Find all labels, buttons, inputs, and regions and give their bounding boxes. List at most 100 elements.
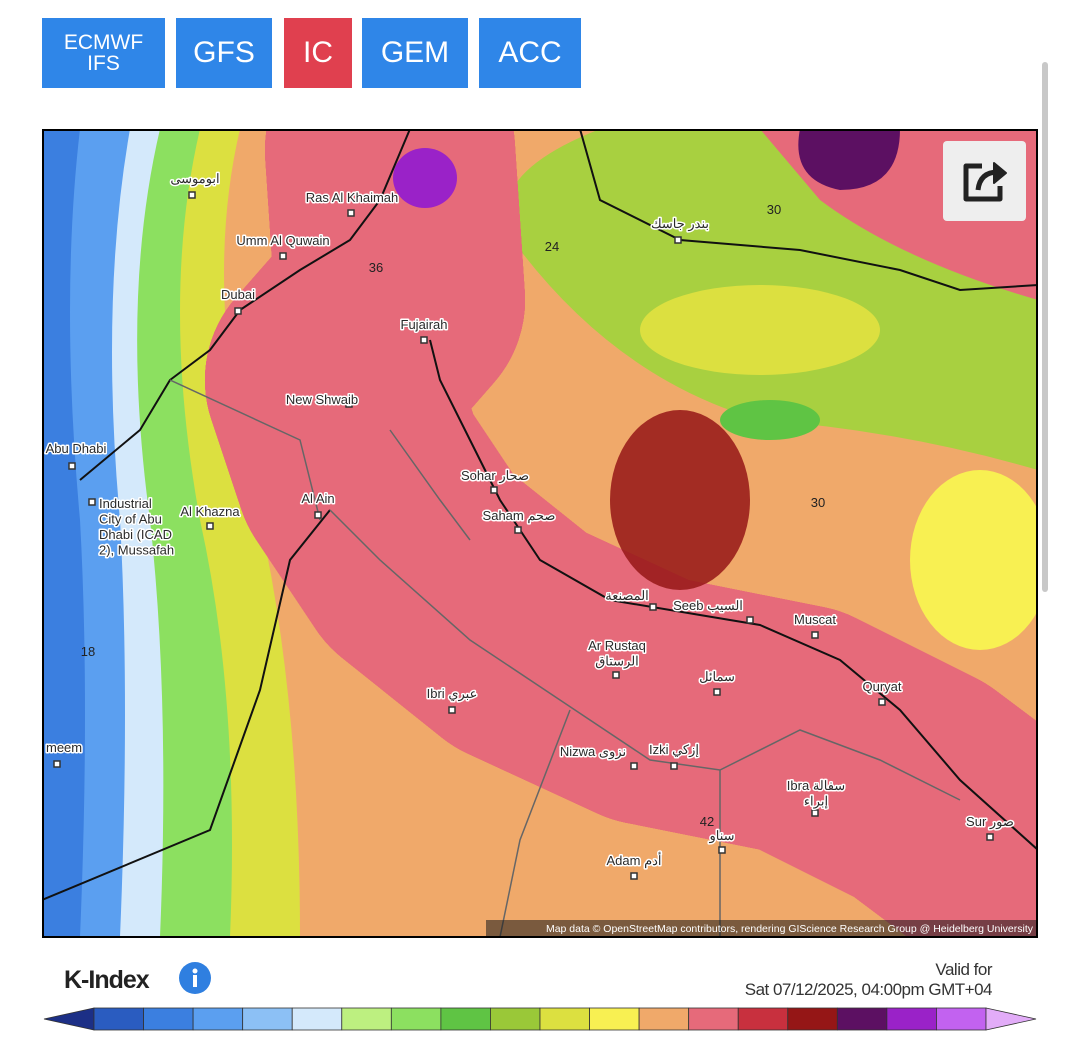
place-marker	[811, 809, 819, 817]
share-button[interactable]	[943, 141, 1026, 221]
model-tab[interactable]: GEM	[362, 18, 468, 88]
place-label: City of Abu	[99, 512, 162, 527]
place-label: New Shwaib	[286, 392, 358, 407]
place-label: Ras Al Khaimah	[306, 190, 399, 205]
place-label: Sur صور	[966, 814, 1014, 830]
color-swatch	[638, 1007, 690, 1031]
place-label: Umm Al Quwain	[236, 233, 329, 248]
attribution: Map data © OpenStreetMap contributors, r…	[546, 923, 1034, 935]
attribution-bg	[486, 920, 1036, 936]
place-label: الرستاق	[595, 654, 639, 670]
map-overlay: ابوموسى Ras Al Khaimah Umm Al Quwain Dubai F…	[44, 170, 1015, 880]
info-glyph	[192, 968, 198, 974]
color-bar	[43, 1007, 1037, 1031]
field-zone	[42, 129, 85, 937]
place-label: سناو	[708, 828, 734, 844]
place-marker	[420, 336, 428, 344]
place-marker	[674, 236, 682, 244]
tab-label: GFS	[193, 36, 255, 69]
place-label: Adam أدم	[606, 852, 661, 869]
scrollbar	[1042, 62, 1048, 592]
place-label: Dubai	[221, 287, 255, 302]
place-label: Nizwa نزوى	[560, 744, 626, 760]
color-swatch	[787, 1007, 838, 1031]
share-icon	[963, 162, 1007, 202]
place-label: meem	[46, 740, 82, 755]
place-label: Sohar صحار	[461, 468, 529, 484]
place-marker	[68, 462, 76, 470]
valid-label: Valid for	[935, 960, 992, 979]
contour-label: 18	[81, 644, 95, 659]
place-marker	[630, 762, 638, 770]
model-tab[interactable]: GFS	[176, 18, 272, 88]
place-label: Ar Rustaq	[588, 638, 646, 653]
place-label: سمائل	[699, 669, 735, 684]
place-label: ابوموسى	[170, 171, 219, 187]
place-label: بندر جاسك	[651, 216, 709, 232]
place-marker	[649, 603, 657, 611]
place-label: Ibri عبري	[427, 686, 478, 702]
contour-label: 42	[700, 814, 714, 829]
tab-label: ECMWF	[63, 31, 144, 54]
place-marker	[670, 762, 678, 770]
place-label: إبراء	[804, 794, 828, 810]
place-marker	[206, 522, 214, 530]
color-swatch	[936, 1007, 987, 1031]
field-zone	[640, 285, 880, 375]
contour-label: 30	[811, 495, 825, 510]
model-tab[interactable]: ECMWF IFS	[42, 18, 165, 88]
model-tab[interactable]: ACC	[479, 18, 581, 88]
color-swatch	[440, 1007, 491, 1031]
contour-label: 36	[369, 260, 383, 275]
place-label: Seeb السيب	[673, 598, 743, 613]
place-label: Fujairah	[401, 317, 448, 332]
contour-label: 24	[545, 239, 559, 254]
color-swatch	[390, 1007, 442, 1031]
color-swatch	[93, 1007, 144, 1031]
tab-label: IC	[303, 36, 333, 69]
color-swatch	[886, 1007, 937, 1031]
contour-label: 30	[767, 202, 781, 217]
place-marker	[490, 486, 498, 494]
map: ابوموسى Ras Al Khaimah Umm Al Quwain Dubai F…	[42, 129, 1038, 938]
field-zone	[393, 148, 457, 208]
place-label: Ibra سفالة	[787, 778, 845, 793]
color-swatch	[192, 1007, 244, 1031]
place-marker	[234, 307, 242, 315]
place-marker	[347, 209, 355, 217]
map-border	[42, 129, 1038, 938]
place-marker	[718, 846, 726, 854]
place-marker	[448, 706, 456, 714]
color-swatch	[43, 1007, 95, 1031]
place-label: Industrial	[99, 496, 152, 511]
model-tab[interactable]: IC	[284, 18, 352, 88]
place-marker	[188, 191, 196, 199]
tab-label: IFS	[87, 52, 120, 75]
place-marker	[811, 631, 819, 639]
place-marker	[345, 400, 353, 408]
place-marker	[630, 872, 638, 880]
place-marker	[713, 688, 721, 696]
place-label: Saham صحم	[483, 508, 556, 524]
place-marker	[88, 498, 96, 506]
place-marker	[279, 252, 287, 260]
color-swatch	[143, 1007, 194, 1031]
place-marker	[986, 833, 994, 841]
color-swatch	[836, 1007, 888, 1031]
valid-time: Sat 07/12/2025, 04:00pm GMT+04	[744, 980, 993, 999]
field-zone	[720, 400, 820, 440]
color-swatch	[737, 1007, 789, 1031]
place-marker	[746, 616, 754, 624]
field-zone	[910, 470, 1038, 650]
color-swatch	[589, 1007, 640, 1031]
color-swatch	[688, 1007, 739, 1031]
color-swatch	[341, 1007, 392, 1031]
color-swatch	[291, 1007, 343, 1031]
k-index-field	[205, 129, 1038, 938]
info-button[interactable]	[178, 961, 212, 995]
color-swatch	[539, 1007, 590, 1031]
tab-label: ACC	[498, 36, 562, 69]
place-marker	[878, 698, 886, 706]
place-marker	[53, 760, 61, 768]
